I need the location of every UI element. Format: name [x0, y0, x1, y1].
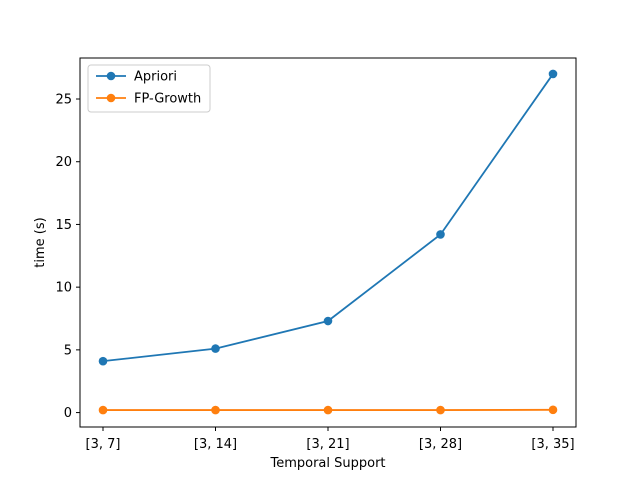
y-tick-label: 20: [55, 155, 72, 170]
data-point: [98, 405, 108, 415]
y-tick-label: 10: [55, 281, 72, 296]
legend: Apriori FP-Growth: [87, 64, 211, 113]
y-axis-label: time (s): [33, 217, 48, 267]
y-tick-label: 0: [64, 406, 72, 421]
x-axis: [3, 7] [3, 14] [3, 21] [3, 28] [3, 35]: [86, 427, 575, 452]
y-axis: 0 5 10 15 20 25: [55, 93, 80, 421]
plot-background: [80, 58, 576, 427]
series-layer: [98, 69, 558, 415]
data-point: [548, 405, 558, 415]
y-tick-label: 5: [64, 343, 72, 358]
legend-marker: [106, 71, 116, 81]
y-tick-label: 15: [55, 218, 72, 233]
data-point: [211, 344, 220, 353]
legend-marker: [106, 93, 116, 103]
x-tick-label: [3, 28]: [419, 437, 462, 452]
data-point: [436, 405, 445, 415]
legend-label: Apriori: [134, 70, 177, 85]
x-tick-label: [3, 35]: [531, 437, 574, 452]
data-point: [323, 316, 333, 326]
data-point: [548, 69, 558, 79]
legend-label: FP-Growth: [134, 92, 201, 107]
data-point: [211, 405, 220, 415]
x-tick-label: [3, 21]: [306, 437, 349, 452]
x-tick-label: [3, 7]: [86, 437, 121, 452]
data-point: [98, 356, 108, 366]
y-tick-label: 25: [55, 93, 72, 108]
data-point: [323, 405, 333, 415]
data-point: [436, 230, 445, 239]
x-axis-label: Temporal Support: [269, 456, 385, 471]
x-tick-label: [3, 14]: [194, 437, 237, 452]
